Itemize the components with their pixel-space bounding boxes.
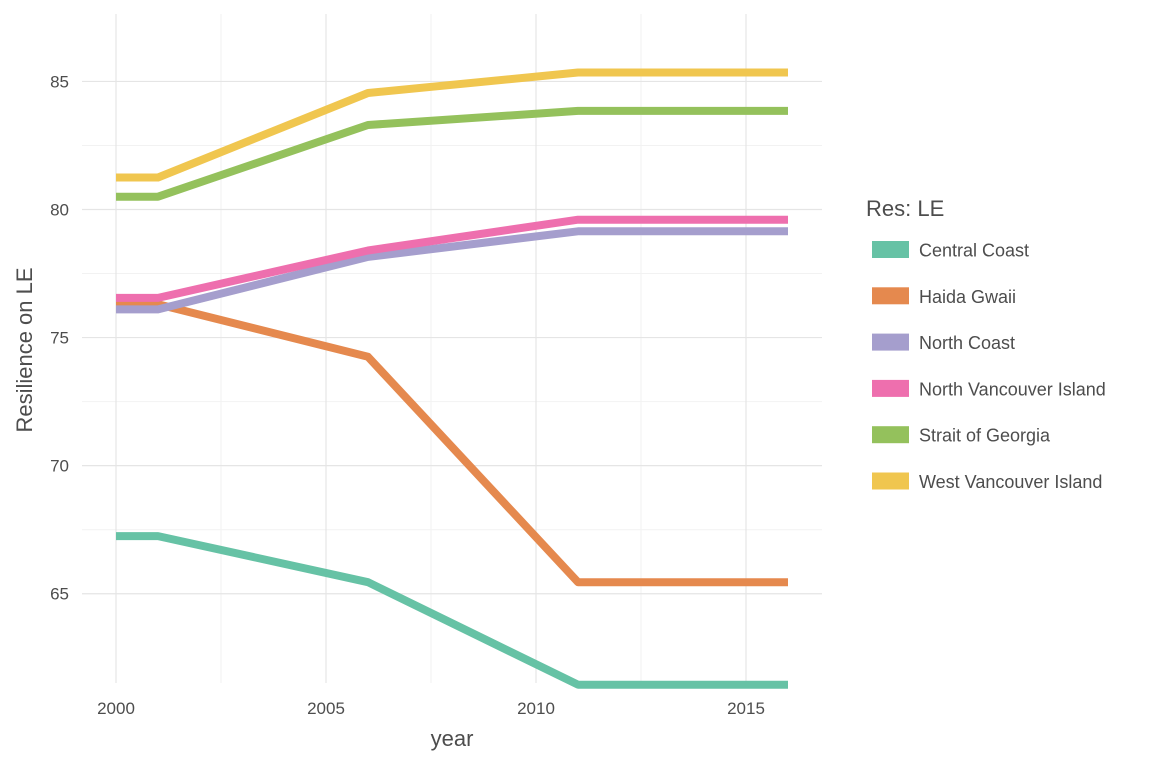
legend-key bbox=[872, 379, 909, 397]
x-axis: 2000 2005 2010 2015 bbox=[97, 699, 765, 718]
y-tick-label: 75 bbox=[50, 329, 69, 348]
series-line-haida-gwaii bbox=[116, 300, 788, 587]
series-line-north-vancouver-island bbox=[116, 215, 788, 302]
series-line-west-vancouver-island bbox=[116, 68, 788, 182]
legend-label: Strait of Georgia bbox=[919, 426, 1051, 446]
y-axis-title: Resilience on LE bbox=[12, 267, 37, 432]
y-tick-label: 85 bbox=[50, 72, 69, 91]
legend-key bbox=[872, 241, 909, 258]
legend-label: North Coast bbox=[919, 333, 1015, 353]
x-tick-label: 2015 bbox=[727, 699, 765, 718]
x-tick-label: 2010 bbox=[517, 699, 555, 718]
y-tick-label: 80 bbox=[50, 201, 69, 220]
y-axis: 65 70 75 80 85 bbox=[50, 72, 69, 603]
legend-label: North Vancouver Island bbox=[919, 379, 1106, 399]
legend-label: Central Coast bbox=[919, 241, 1029, 261]
legend: Res: LE Central Coast Haida Gwaii North Co… bbox=[866, 196, 1106, 492]
x-tick-label: 2005 bbox=[307, 699, 345, 718]
legend-key bbox=[872, 426, 909, 444]
grid bbox=[82, 14, 822, 683]
y-tick-label: 70 bbox=[50, 457, 69, 476]
x-tick-label: 2000 bbox=[97, 699, 135, 718]
series-line-central-coast bbox=[116, 532, 788, 689]
legend-key bbox=[872, 287, 909, 305]
series-lines bbox=[116, 68, 788, 689]
legend-title: Res: LE bbox=[866, 196, 944, 221]
y-tick-label: 65 bbox=[50, 585, 69, 604]
series-line-strait-of-georgia bbox=[116, 106, 788, 201]
legend-label: Haida Gwaii bbox=[919, 287, 1016, 307]
legend-key bbox=[872, 472, 909, 490]
legend-key bbox=[872, 333, 909, 351]
legend-label: West Vancouver Island bbox=[919, 472, 1102, 492]
x-axis-title: year bbox=[431, 726, 474, 751]
series-line-north-coast bbox=[116, 227, 788, 314]
